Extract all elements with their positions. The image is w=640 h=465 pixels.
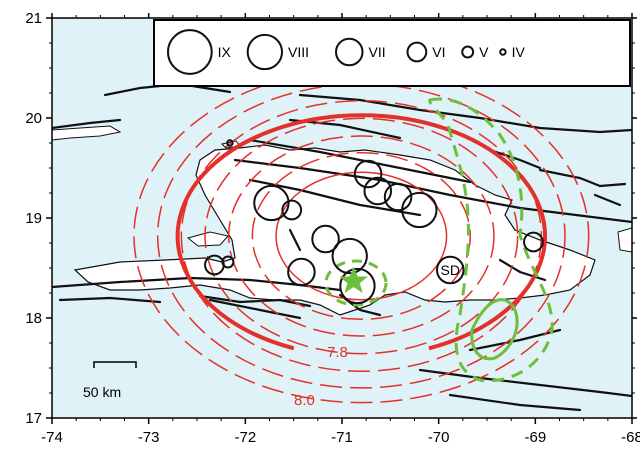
x-tick-label-0: -74	[41, 429, 63, 446]
intensity-site-9	[339, 267, 376, 305]
y-axis: 17 18 19 20 21	[25, 10, 637, 427]
scale-bar-label: 50 km	[83, 384, 121, 400]
x-tick-label-1: -73	[138, 429, 160, 446]
puerto-rico-edge	[617, 227, 632, 253]
x-tick-label-3: -71	[331, 429, 353, 446]
contour-1	[251, 151, 472, 321]
legend-circle-vii	[335, 37, 364, 67]
y-tick-label-2: 19	[25, 210, 42, 227]
legend-label-vii: VII	[369, 44, 386, 60]
offshore-rupture-inner	[470, 298, 519, 361]
epicenter-rupture	[324, 259, 388, 307]
intensity-site-3	[363, 176, 393, 206]
legend-label-ix: IX	[218, 44, 232, 60]
intensity-site-4	[383, 182, 413, 212]
intensity-site-1	[281, 199, 303, 221]
legend-circle-vi	[406, 41, 428, 63]
contour-0	[275, 171, 448, 301]
legend-circle-viii	[246, 33, 283, 71]
y-tick-label-3: 20	[25, 110, 42, 127]
x-tick-label-6: -68	[621, 429, 640, 446]
intensity-site-2	[353, 159, 383, 189]
epicenter-star	[339, 266, 369, 294]
intensity-site-6	[311, 224, 340, 254]
intensity-site-11	[523, 231, 544, 253]
legend-label-viii: VIII	[288, 44, 309, 60]
intensity-site-14	[226, 139, 234, 147]
contour-2	[227, 135, 495, 337]
intensity-sites	[204, 139, 544, 305]
x-tick-label-4: -70	[428, 429, 450, 446]
legend-label-vi: VI	[432, 44, 445, 60]
intensity-site-13	[221, 255, 235, 269]
rupture-zones	[324, 97, 554, 383]
intensity-site-7	[331, 237, 368, 275]
legend-circle-ix	[167, 29, 213, 75]
intensity-site-0	[253, 184, 290, 222]
x-axis: -74 -73 -72 -71 -70 -69 -68	[41, 13, 640, 446]
cuba-tip	[52, 125, 122, 141]
y-tick-label-0: 17	[25, 410, 42, 427]
intensity-site-10	[436, 255, 465, 285]
legend-label-v: V	[479, 44, 489, 60]
legend-box	[153, 19, 631, 87]
y-tick-label-4: 21	[25, 10, 42, 27]
contour-label-inner: 7.8	[327, 344, 348, 361]
contour-3	[204, 117, 519, 355]
x-tick-label-5: -69	[524, 429, 546, 446]
legend-circle-v	[461, 45, 475, 59]
intensity-site-8	[287, 257, 316, 287]
y-tick-label-1: 18	[25, 310, 42, 327]
offshore-rupture-outer	[428, 97, 554, 383]
contour-label-outer: 8.0	[294, 392, 315, 409]
legend-label-iv: IV	[512, 44, 526, 60]
intensity-site-5	[401, 191, 438, 229]
legend-circle-iv	[499, 48, 507, 56]
legend: IX VIII VII VI V IV	[153, 19, 631, 87]
scale-bar: 50 km	[83, 361, 137, 400]
gonave-island	[186, 231, 229, 247]
x-tick-label-2: -72	[234, 429, 256, 446]
city-label-santo-domingo: SD	[441, 262, 460, 278]
